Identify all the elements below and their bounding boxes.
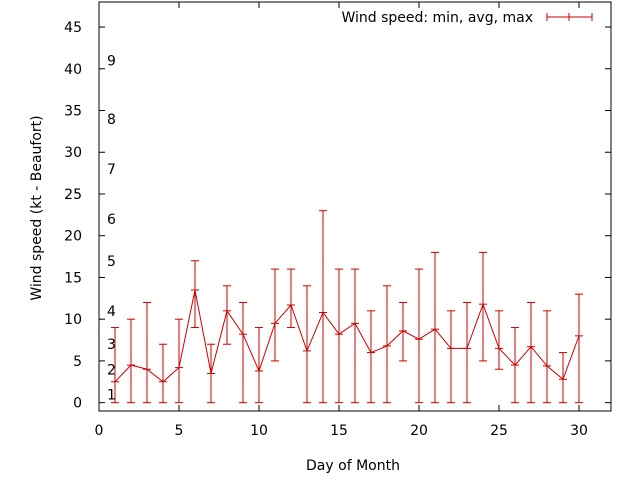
legend-label: Wind speed: min, avg, max	[341, 10, 533, 26]
y-tick-label: 10	[64, 312, 82, 328]
x-axis-title: Day of Month	[306, 458, 400, 474]
x-tick-label: 30	[570, 423, 588, 439]
y-tick-label: 35	[64, 104, 82, 120]
beaufort-label: 6	[107, 212, 116, 228]
y-tick-label: 45	[64, 20, 82, 36]
x-tick-label: 25	[490, 423, 508, 439]
y-tick-label: 25	[64, 187, 82, 203]
beaufort-label: 9	[107, 53, 116, 69]
plot-frame	[98, 1, 612, 412]
y-tick-label: 5	[73, 354, 82, 370]
beaufort-label: 3	[107, 337, 116, 353]
y-tick-label: 15	[64, 270, 82, 286]
y-tick-label: 40	[64, 62, 82, 78]
series-layer	[111, 210, 583, 404]
beaufort-label: 4	[107, 304, 116, 320]
beaufort-label: 7	[107, 162, 116, 178]
beaufort-label: 8	[107, 112, 116, 128]
y-tick-label: 20	[64, 229, 82, 245]
beaufort-label: 2	[107, 362, 116, 378]
x-tick-label: 5	[175, 423, 184, 439]
legend: Wind speed: min, avg, max	[341, 10, 593, 26]
x-tick-label: 10	[250, 423, 268, 439]
series-line	[114, 289, 580, 383]
plot-border	[98, 1, 612, 412]
beaufort-label: 5	[107, 254, 116, 270]
y-tick-label: 0	[73, 396, 82, 412]
y-axis-title: Wind speed (kt - Beaufort)	[29, 115, 45, 300]
x-tick-label: 20	[410, 423, 428, 439]
beaufort-scale: 1 2 3 4 5 6 7 8 9	[107, 53, 116, 403]
y-tick-label: 30	[64, 145, 82, 161]
x-tick-label: 0	[95, 423, 104, 439]
x-axis: 0 5 10 15 20 25 30	[95, 2, 588, 439]
x-tick-label: 15	[330, 423, 348, 439]
beaufort-label: 1	[107, 387, 116, 403]
